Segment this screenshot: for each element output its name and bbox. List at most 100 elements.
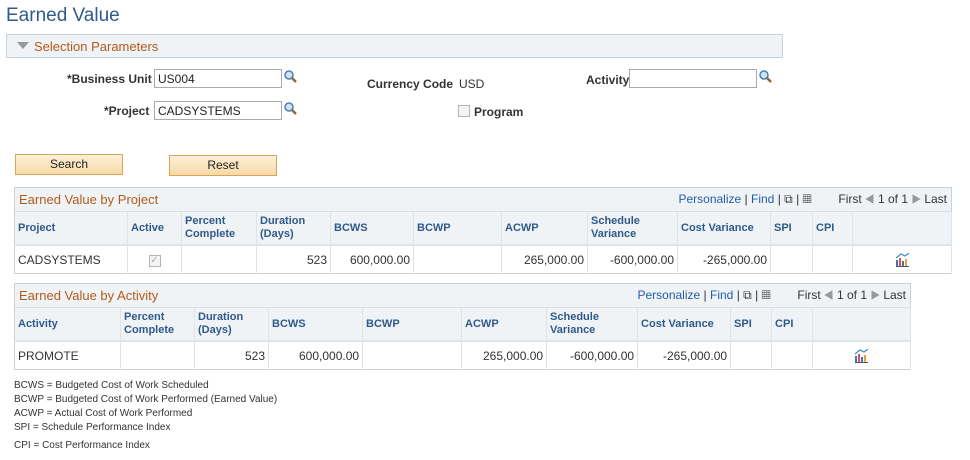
legend-line: ACWP = Actual Cost of Work Performed — [14, 408, 193, 419]
grid-title: Earned Value by Activity — [14, 283, 363, 308]
column-header: Percent Complete — [181, 211, 257, 246]
active-checkbox: ✓ — [148, 255, 161, 267]
column-header: Project — [14, 211, 128, 246]
business-unit-label: *Business Unit — [67, 72, 152, 86]
duration-cell: 523 — [256, 245, 331, 274]
column-header: CPI — [812, 211, 853, 246]
grid-navigation: Personalize | Find | ⧉ | ▦ First ◀ 1 of … — [362, 283, 911, 308]
activity-label: Activity — [586, 73, 630, 87]
legend-line: CPI = Cost Performance Index — [14, 440, 150, 451]
search-button[interactable]: Search — [15, 154, 123, 175]
column-header: SPI — [770, 211, 813, 246]
next-icon[interactable]: ▶ — [870, 288, 880, 302]
cpi-cell — [771, 341, 814, 370]
selection-parameters-header[interactable]: Selection Parameters — [6, 34, 783, 58]
grid-navigation: Personalize | Find | ⧉ | ▦ First ◀ 1 of … — [413, 187, 952, 212]
earned-value-by-project-grid: Earned Value by Project Personalize | Fi… — [14, 187, 952, 274]
section-title: Selection Parameters — [34, 39, 159, 54]
project-label: *Project — [104, 104, 150, 118]
separator: | — [703, 288, 707, 302]
table-row: CADSYSTEMS ✓ 523 600,000.00 265,000.00 -… — [14, 245, 952, 274]
currency-code-label: Currency Code — [367, 77, 454, 91]
legend-line: BCWP = Budgeted Cost of Work Performed (… — [14, 394, 278, 405]
row-count: 1 of 1 — [836, 288, 868, 302]
reset-button[interactable]: Reset — [169, 155, 277, 176]
cpi-cell — [812, 245, 853, 274]
row-count: 1 of 1 — [877, 192, 909, 206]
bcws-cell: 600,000.00 — [330, 245, 414, 274]
legend-line: SPI = Schedule Performance Index — [14, 422, 171, 433]
column-header: Active — [127, 211, 182, 246]
personalize-link[interactable]: Personalize — [678, 192, 742, 206]
active-cell: ✓ — [127, 245, 182, 274]
column-header: Percent Complete — [120, 307, 195, 342]
find-link[interactable]: Find — [751, 192, 775, 206]
column-header: Cost Variance — [677, 211, 771, 246]
column-header: BCWS — [330, 211, 414, 246]
column-header: ACWP — [501, 211, 588, 246]
new-window-icon[interactable]: ⧉ — [784, 192, 793, 206]
chart-icon[interactable] — [854, 349, 869, 363]
chart-cell — [812, 341, 911, 370]
column-header: CPI — [771, 307, 814, 342]
currency-code-value: USD — [459, 77, 485, 91]
column-header: SPI — [730, 307, 773, 342]
last-label: Last — [883, 288, 906, 302]
column-header — [852, 211, 952, 246]
column-header: BCWP — [362, 307, 463, 342]
column-header: ACWP — [461, 307, 548, 342]
lookup-search-icon[interactable] — [284, 102, 297, 115]
program-checkbox[interactable] — [458, 105, 470, 117]
column-header — [812, 307, 911, 342]
chart-cell — [852, 245, 952, 274]
previous-icon[interactable]: ◀ — [824, 288, 834, 302]
duration-cell: 523 — [194, 341, 269, 370]
column-header: Schedule Variance — [587, 211, 678, 246]
activity-input[interactable] — [629, 69, 757, 88]
column-header: Duration (Days) — [194, 307, 269, 342]
column-header: Duration (Days) — [256, 211, 331, 246]
lookup-search-icon[interactable] — [759, 70, 772, 83]
lookup-search-icon[interactable] — [284, 70, 297, 83]
table-row: PROMOTE 523 600,000.00 265,000.00 -600,0… — [14, 341, 911, 370]
bcws-cell: 600,000.00 — [268, 341, 364, 370]
program-label: Program — [474, 105, 524, 119]
acwp-cell: 265,000.00 — [461, 341, 548, 370]
separator: | — [755, 288, 759, 302]
personalize-link[interactable]: Personalize — [637, 288, 701, 302]
column-header: BCWS — [268, 307, 364, 342]
next-icon[interactable]: ▶ — [911, 192, 921, 206]
collapse-triangle-icon[interactable] — [17, 42, 29, 49]
activity-cell: PROMOTE — [14, 341, 121, 370]
find-link[interactable]: Find — [710, 288, 734, 302]
download-grid-icon[interactable]: ▦ — [761, 288, 771, 302]
spi-cell — [770, 245, 813, 274]
last-label: Last — [924, 192, 947, 206]
column-header: Cost Variance — [637, 307, 732, 342]
separator: | — [736, 288, 740, 302]
schedule-variance-cell: -600,000.00 — [587, 245, 678, 274]
grid-title: Earned Value by Project — [14, 187, 414, 212]
earned-value-by-activity-grid: Earned Value by Activity Personalize | F… — [14, 283, 911, 370]
new-window-icon[interactable]: ⧉ — [743, 288, 752, 302]
cost-variance-cell: -265,000.00 — [677, 245, 771, 274]
download-grid-icon[interactable]: ▦ — [802, 192, 812, 206]
bcwp-cell — [362, 341, 463, 370]
chart-icon[interactable] — [895, 253, 910, 267]
project-cell: CADSYSTEMS — [14, 245, 128, 274]
legend-line: BCWS = Budgeted Cost of Work Scheduled — [14, 380, 209, 391]
first-label: First — [797, 288, 821, 302]
separator: | — [777, 192, 781, 206]
business-unit-input[interactable] — [154, 69, 282, 88]
separator: | — [796, 192, 800, 206]
first-label: First — [838, 192, 862, 206]
previous-icon[interactable]: ◀ — [865, 192, 875, 206]
project-input[interactable] — [154, 101, 282, 120]
percent-cell — [181, 245, 257, 274]
column-header: Schedule Variance — [546, 307, 639, 342]
acwp-cell: 265,000.00 — [501, 245, 588, 274]
spi-cell — [730, 341, 773, 370]
column-header: Activity — [14, 307, 121, 342]
separator: | — [744, 192, 748, 206]
percent-cell — [120, 341, 195, 370]
